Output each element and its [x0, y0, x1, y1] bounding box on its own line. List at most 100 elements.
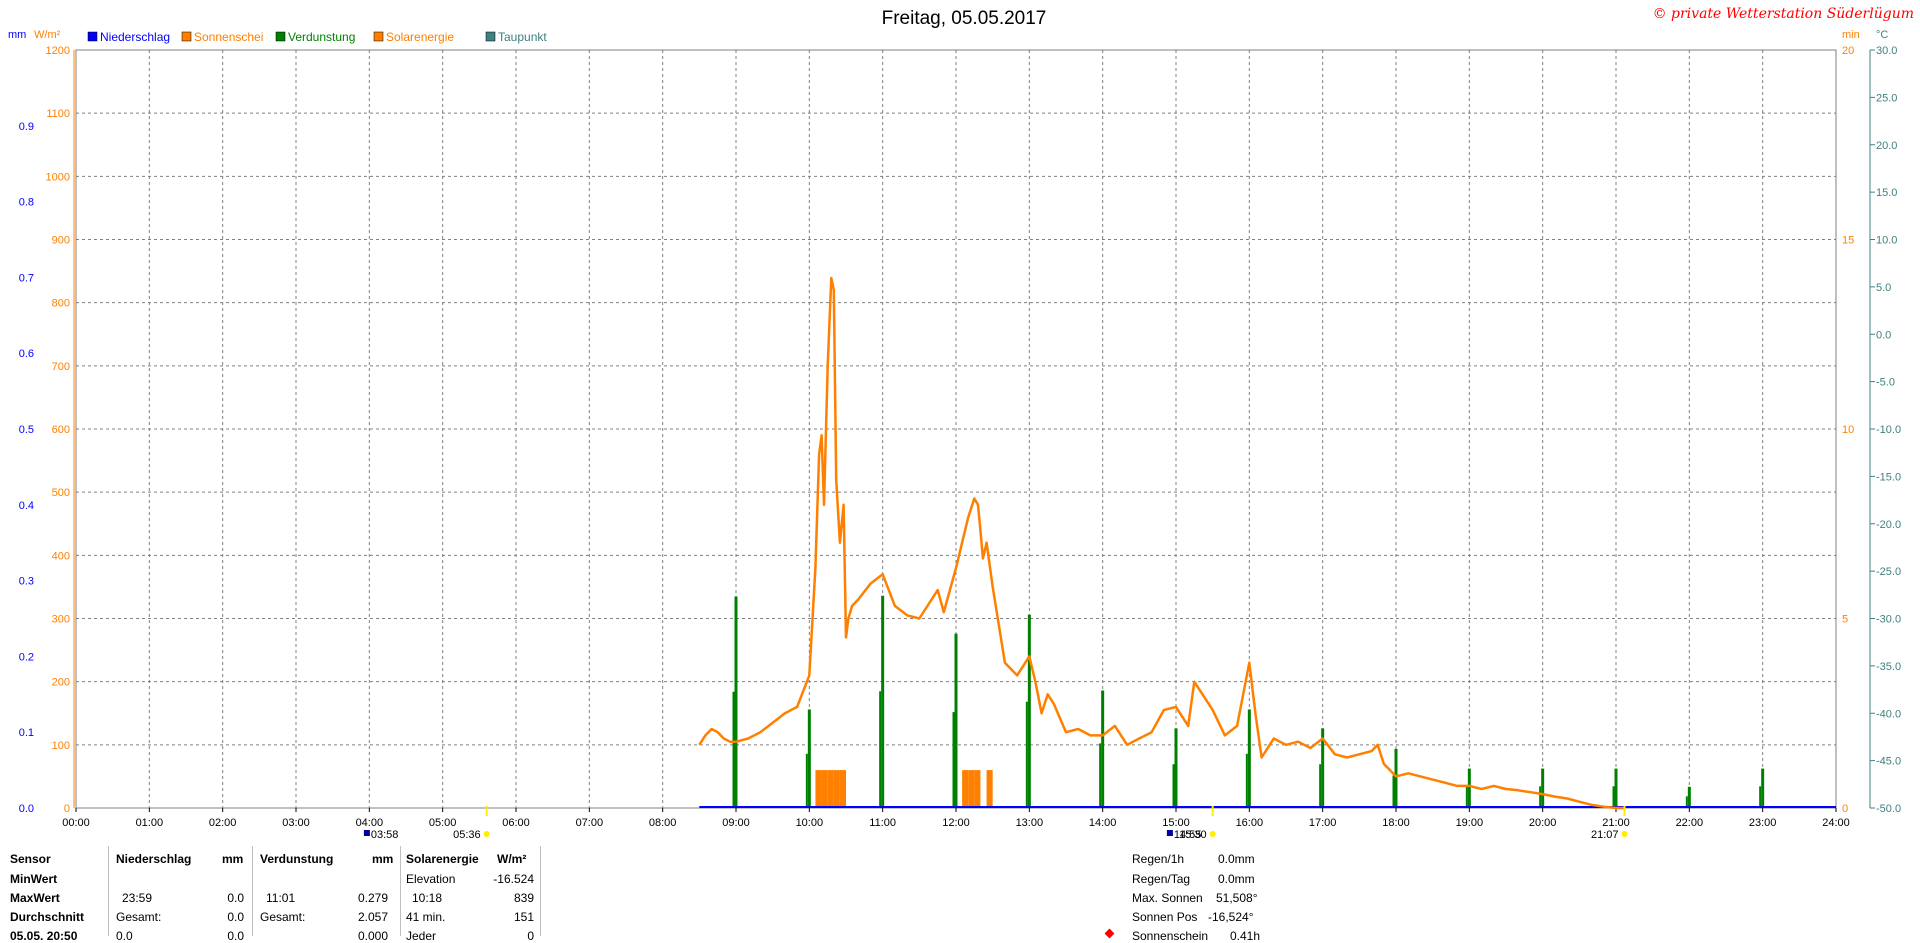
evaporation-bar-sub: [732, 691, 735, 808]
right-stat-value-3: -16,524°: [1208, 910, 1254, 924]
y-wm2-tick-label: 600: [52, 424, 70, 436]
evaporation-bar: [1321, 728, 1325, 808]
evaporation-bar: [1614, 768, 1618, 808]
sunshine-bar: [827, 770, 834, 808]
stats-divider-3: [400, 846, 401, 936]
y-temp-tick-label: -30.0: [1876, 614, 1901, 626]
evaporation-bar: [1394, 748, 1398, 808]
legend-label: Solarenergie: [386, 30, 454, 44]
x-tick-label: 03:00: [282, 817, 310, 829]
evaporation-bar-sub: [805, 753, 808, 808]
stats-row-extra-label: 05.05. 20:50: [10, 929, 78, 943]
y-temp-tick-label: -5.0: [1876, 377, 1895, 389]
right-stat-label-0: Regen/1h: [1132, 852, 1185, 866]
x-tick-label: 21:00: [1602, 817, 1630, 829]
y-temp-tick-label: -15.0: [1876, 471, 1901, 483]
niederschlag-extra-value: 0.0: [116, 929, 133, 943]
sun-marker-icon: [1209, 831, 1216, 837]
chart-title: Freitag, 05.05.2017: [882, 8, 1047, 29]
legend-swatch: [275, 31, 286, 42]
evaporation-bar-sub: [1392, 775, 1395, 808]
evaporation-bar: [807, 709, 811, 808]
x-tick-label: 24:00: [1822, 817, 1850, 829]
evaporation-bar: [1541, 768, 1545, 808]
evaporation-bar: [1467, 768, 1471, 808]
niederschlag-sum-label: Gesamt:: [116, 910, 162, 924]
sun-marker-icon: [1621, 831, 1628, 837]
stats-header-verdunstung: Verdunstung: [260, 852, 334, 866]
solar-extra-value: 0: [527, 929, 534, 943]
y-temp-tick-label: 20.0: [1876, 140, 1897, 152]
verdunstung-max-time: 11:01: [266, 891, 296, 905]
stats-table: Sensor Niederschlag mm Verdunstung mm So…: [0, 846, 560, 943]
evaporation-bar: [1027, 614, 1031, 808]
solar-avg-value: 151: [513, 910, 534, 924]
y-temp-tick-label: -40.0: [1876, 708, 1901, 720]
y-min-tick-label: 5: [1842, 614, 1848, 626]
legend: Niederschlag Sonnenschei Verdunstung Solare…: [87, 30, 547, 44]
evaporation-bar-sub: [1465, 786, 1468, 808]
sunshine-bar: [962, 770, 969, 808]
solar-energy-line: [698, 276, 1625, 810]
unit-min-label: min: [1842, 29, 1860, 41]
evaporation-bar: [881, 595, 885, 808]
y-mm-tick-label: 0.9: [19, 121, 34, 133]
evaporation-bar-sub: [1319, 764, 1322, 808]
y-wm2-tick-label: 1200: [46, 45, 70, 57]
y-mm-tick-label: 0.4: [19, 500, 34, 512]
x-tick-label: 05:00: [429, 817, 457, 829]
y-temp-tick-label: -35.0: [1876, 661, 1901, 673]
rain-marker-icon: [1166, 830, 1173, 836]
stats-row-min-label: MinWert: [10, 872, 58, 886]
x-tick-label: 01:00: [136, 817, 164, 829]
evaporation-bar-sub: [1539, 786, 1542, 808]
sunshine-bar: [968, 770, 975, 808]
y-mm-tick-label: 0.8: [19, 197, 34, 209]
verdunstung-extra-value: 0.000: [357, 929, 388, 943]
chart-axes: 00:00 01:00 02:00 03:00 04:00 05:00 06:00 07:00…: [8, 29, 1901, 829]
y-wm2-tick-label: 100: [52, 740, 70, 752]
solar-min-label: Elevation: [406, 872, 456, 886]
y-mm-tick-label: 0.0: [19, 803, 34, 815]
x-tick-label: 18:00: [1382, 817, 1410, 829]
sunshine-bars: [815, 770, 993, 808]
x-tick-label: 20:00: [1529, 817, 1557, 829]
y-temp-tick-label: -20.0: [1876, 519, 1901, 531]
sun-diamond-icon: [1104, 928, 1115, 939]
y-wm2-tick-label: 200: [52, 677, 70, 689]
y-mm-tick-label: 0.1: [19, 727, 34, 739]
evaporation-bar: [1247, 709, 1251, 808]
y-wm2-tick-label: 700: [52, 361, 70, 373]
y-mm-tick-label: 0.7: [19, 272, 34, 284]
y-wm2-tick-label: 0: [64, 803, 70, 815]
y-temp-tick-label: -10.0: [1876, 424, 1901, 436]
evaporation-bar: [1101, 690, 1105, 808]
stats-row-max-label: MaxWert: [10, 891, 60, 905]
sun-marker-label: 21:07: [1591, 829, 1619, 841]
y-temp-tick-label: 15.0: [1876, 187, 1897, 199]
stats-header-sensor: Sensor: [10, 852, 51, 866]
y-wm2-tick-label: 400: [52, 550, 70, 562]
legend-label: Sonnenschei: [194, 30, 263, 44]
evaporation-bar-sub: [1685, 796, 1688, 808]
sun-marker-label: 05:36: [453, 829, 481, 841]
y-wm2-tick-label: 1000: [46, 171, 70, 183]
evaporation-bar-sub: [1099, 743, 1102, 808]
y-temp-tick-label: -50.0: [1876, 803, 1901, 815]
y-min-tick-label: 10: [1842, 424, 1854, 436]
evaporation-bar: [734, 596, 738, 808]
right-stat-value-0: 0.0mm: [1218, 852, 1255, 866]
sun-marker-icon: [483, 831, 490, 837]
x-tick-label: 08:00: [649, 817, 677, 829]
evaporation-bars: [732, 595, 1765, 808]
solar-extra-label: Jeder: [406, 929, 437, 943]
evaporation-bar-sub: [1759, 786, 1762, 808]
evaporation-bar: [1761, 768, 1765, 808]
y-wm2-tick-label: 500: [52, 487, 70, 499]
right-stat-label-2: Max. Sonnen: [1132, 891, 1203, 905]
legend-label: Taupunkt: [498, 30, 547, 44]
right-stat-label-3: Sonnen Pos: [1132, 910, 1198, 924]
solar-max-value: 839: [513, 891, 534, 905]
niederschlag-max-value: 0.0: [227, 891, 244, 905]
